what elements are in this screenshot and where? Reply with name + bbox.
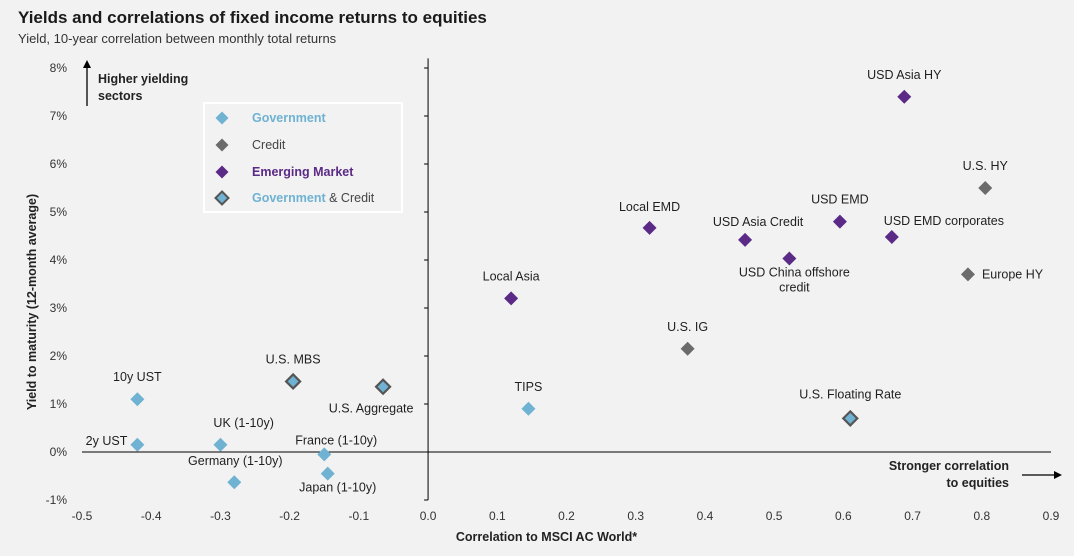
point-u-s-ig (680, 341, 695, 356)
point-local-asia (504, 291, 519, 306)
x-tick-label: -0.4 (141, 509, 162, 523)
y-tick-label: 4% (50, 253, 68, 267)
legend-label-emerging: Emerging Market (252, 165, 354, 179)
y-tick-label: 3% (50, 301, 68, 315)
x-tick-label: 0.5 (766, 509, 783, 523)
point-label-usd-asia-hy: USD Asia HY (867, 68, 942, 82)
point-tips (521, 401, 536, 416)
stronger-correlation-label: Stronger correlation (889, 459, 1009, 473)
y-tick-label: 0% (50, 445, 68, 459)
legend-marker-gov-credit (214, 190, 230, 206)
legend-label-part: & Credit (326, 191, 375, 205)
point-10y-ust (130, 392, 145, 407)
point-label-france-1-10y: France (1-10y) (295, 433, 377, 447)
point-europe-hy (960, 267, 975, 282)
point-label-u-s-mbs: U.S. MBS (266, 352, 321, 366)
point-u-s-aggregate (374, 378, 392, 396)
x-tick-label: 0.8 (973, 509, 990, 523)
point-usd-emd-corporates (884, 229, 899, 244)
point-label-japan-1-10y: Japan (1-10y) (299, 481, 376, 495)
y-tick-label: 5% (50, 205, 68, 219)
point-label-2y-ust: 2y UST (86, 434, 128, 448)
x-tick-label: 0.0 (420, 509, 437, 523)
point-label-germany-1-10y: Germany (1-10y) (188, 454, 282, 468)
legend-marker-emerging (215, 165, 229, 179)
point-label-u-s-ig: U.S. IG (667, 320, 708, 334)
point-label-europe-hy: Europe HY (982, 267, 1044, 281)
point-u-s-mbs (284, 372, 302, 390)
point-label-local-asia: Local Asia (483, 269, 540, 283)
y-tick-label: 2% (50, 349, 68, 363)
point-label-tips: TIPS (515, 380, 543, 394)
point-label-u-s-aggregate: U.S. Aggregate (329, 402, 414, 416)
point-label-usd-asia-credit: USD Asia Credit (713, 215, 804, 229)
point-japan-1-10y (320, 466, 335, 481)
x-tick-label: 0.6 (835, 509, 852, 523)
y-tick-label: -1% (46, 493, 68, 507)
x-tick-label: -0.2 (279, 509, 300, 523)
chart-title: Yields and correlations of fixed income … (18, 8, 487, 27)
point-usd-china-offshore-credit (782, 251, 797, 266)
point-label-u-s-hy: U.S. HY (963, 159, 1009, 173)
point-usd-asia-hy (897, 89, 912, 104)
point-label-usd-emd-corporates: USD EMD corporates (884, 214, 1004, 228)
y-axis-label: Yield to maturity (12-month average) (25, 194, 39, 410)
y-tick-label: 1% (50, 397, 68, 411)
x-tick-label: 0.9 (1043, 509, 1060, 523)
point-label-usd-china-offshore-credit: USD China offshore (739, 266, 850, 280)
legend-label-credit: Credit (252, 138, 286, 152)
chart-subtitle: Yield, 10-year correlation between month… (18, 31, 337, 46)
legend-marker-government (215, 111, 229, 125)
x-tick-label: 0.4 (697, 509, 714, 523)
y-tick-label: 7% (50, 109, 68, 123)
legend-label-government: Government (252, 111, 326, 125)
point-label-usd-china-offshore-credit: credit (779, 281, 810, 295)
point-label-u-s-floating-rate: U.S. Floating Rate (799, 387, 901, 401)
x-tick-label: -0.3 (210, 509, 231, 523)
x-axis-label: Correlation to MSCI AC World* (456, 530, 637, 544)
point-2y-ust (130, 437, 145, 452)
point-local-emd (642, 220, 657, 235)
point-usd-asia-credit (738, 232, 753, 247)
point-usd-emd (832, 214, 847, 229)
point-label-usd-emd: USD EMD (811, 193, 869, 207)
data-points: 10y UST 2y UST UK (1-10y) Germany (1-10y) Fr… (86, 68, 1044, 495)
x-tick-label: 0.7 (904, 509, 921, 523)
legend: Government Credit Emerging Market Governmen… (203, 102, 403, 213)
point-germany-1-10y (227, 475, 242, 490)
x-tick-label: 0.2 (558, 509, 575, 523)
y-tick-label: 8% (50, 61, 68, 75)
point-label-local-emd: Local EMD (619, 200, 680, 214)
right-arrow-head (1054, 471, 1062, 479)
x-tick-label: 0.3 (627, 509, 644, 523)
point-uk-1-10y (213, 437, 228, 452)
point-label-10y-ust: 10y UST (113, 370, 162, 384)
point-u-s-hy (978, 181, 993, 195)
legend-marker-credit (215, 138, 229, 152)
x-tick-label: -0.1 (349, 509, 370, 523)
point-france-1-10y (317, 447, 332, 462)
x-tick-label: 0.1 (489, 509, 506, 523)
higher-yielding-label: Higher yielding (98, 72, 188, 86)
point-label-uk-1-10y: UK (1-10y) (213, 416, 273, 430)
x-tick-label: -0.5 (72, 509, 93, 523)
up-arrow-head (83, 60, 91, 68)
y-tick-label: 6% (50, 157, 68, 171)
legend-label-gov-credit: Government & Credit (252, 191, 375, 205)
higher-yielding-label-2: sectors (98, 89, 143, 103)
point-u-s-floating-rate (841, 409, 859, 427)
stronger-correlation-label-2: to equities (946, 476, 1009, 490)
legend-box (203, 102, 403, 213)
legend-label-part: Government (252, 191, 326, 205)
